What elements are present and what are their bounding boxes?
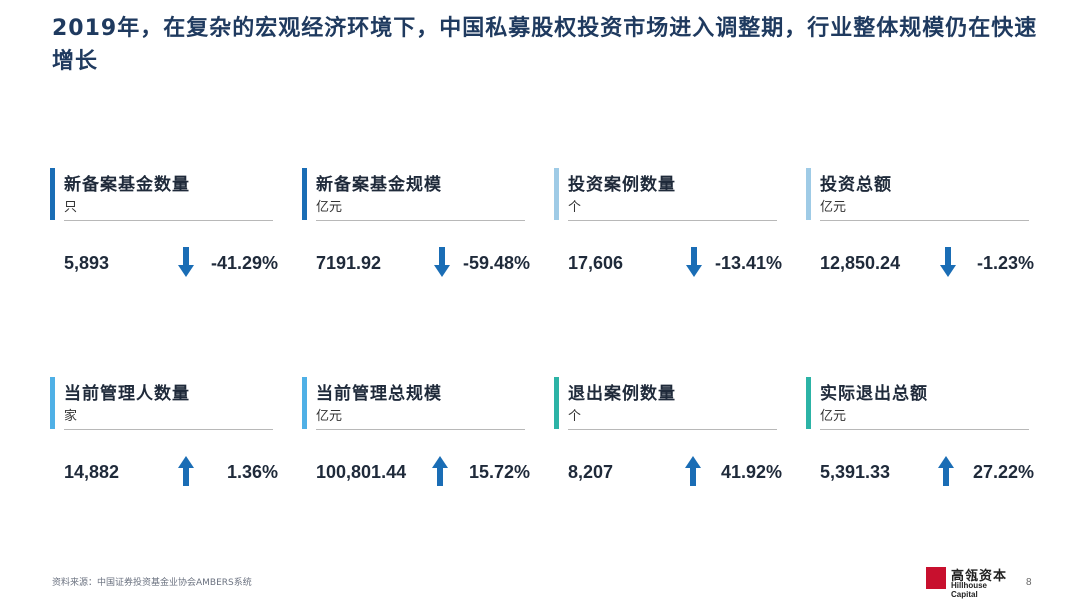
metric-divider <box>568 220 777 221</box>
metric-unit: 亿元 <box>316 200 343 215</box>
metric-value: 8,207 <box>568 462 614 482</box>
metric-label: 投资案例数量 <box>568 175 676 195</box>
metric-card: 当前管理总规模亿元 100,801.44 15.72% <box>302 377 530 487</box>
metric-card: 新备案基金数量只 5,893 -41.29% <box>50 168 278 278</box>
logo-mark-icon <box>926 567 946 589</box>
metric-divider <box>64 429 273 430</box>
metric-change: 41.92% <box>720 462 782 482</box>
metric-accent-bar <box>302 377 307 429</box>
arrow-up-icon <box>178 456 194 486</box>
metric-value: 17,606 <box>568 253 624 273</box>
metric-label: 投资总额 <box>820 175 892 195</box>
metric-change: 27.22% <box>972 462 1034 482</box>
metric-unit: 亿元 <box>820 409 847 424</box>
metric-accent-bar <box>554 168 559 220</box>
metric-label: 当前管理总规模 <box>316 384 442 404</box>
arrow-down-icon <box>940 247 956 277</box>
metric-label: 新备案基金规模 <box>316 175 442 195</box>
metric-accent-bar <box>554 377 559 429</box>
metric-change: 1.36% <box>226 462 278 482</box>
metric-unit: 亿元 <box>820 200 847 215</box>
slide-title: 2019年，在复杂的宏观经济环境下，中国私募股权投资市场进入调整期，行业整体规模… <box>52 16 1038 74</box>
metric-divider <box>568 429 777 430</box>
metric-value: 5,893 <box>64 253 110 273</box>
metric-value: 100,801.44 <box>316 462 407 482</box>
arrow-up-icon <box>432 456 448 486</box>
logo-cn-text: 高瓴资本 <box>951 569 1008 584</box>
metric-label: 当前管理人数量 <box>64 384 190 404</box>
metric-unit: 家 <box>64 409 78 424</box>
arrow-up-icon <box>938 456 954 486</box>
metric-accent-bar <box>806 168 811 220</box>
hillhouse-logo: 高瓴资本 Hillhouse Capital <box>926 565 1012 599</box>
metric-unit: 亿元 <box>316 409 343 424</box>
metric-change: -59.48% <box>462 253 530 273</box>
arrow-down-icon <box>178 247 194 277</box>
metric-value: 12,850.24 <box>820 253 901 273</box>
metric-card: 当前管理人数量家 14,882 1.36% <box>50 377 278 487</box>
metric-card: 投资总额亿元 12,850.24 -1.23% <box>806 168 1034 278</box>
metric-accent-bar <box>50 168 55 220</box>
metric-change: -13.41% <box>714 253 782 273</box>
metric-unit: 只 <box>64 200 78 215</box>
metric-accent-bar <box>806 377 811 429</box>
metric-value: 14,882 <box>64 462 120 482</box>
metric-accent-bar <box>302 168 307 220</box>
metric-label: 实际退出总额 <box>820 384 928 404</box>
metric-divider <box>64 220 273 221</box>
metric-divider <box>316 220 525 221</box>
metric-change: 15.72% <box>468 462 530 482</box>
metric-change: -1.23% <box>976 253 1034 273</box>
metric-divider <box>820 429 1029 430</box>
metric-card: 投资案例数量个 17,606 -13.41% <box>554 168 782 278</box>
metric-value: 5,391.33 <box>820 462 891 482</box>
metric-label: 新备案基金数量 <box>64 175 190 195</box>
metric-card: 退出案例数量个 8,207 41.92% <box>554 377 782 487</box>
logo-en-text: Hillhouse Capital <box>951 581 988 599</box>
metric-card: 新备案基金规模亿元 7191.92 -59.48% <box>302 168 530 278</box>
metric-value: 7191.92 <box>316 253 382 273</box>
metric-accent-bar <box>50 377 55 429</box>
metric-unit: 个 <box>568 409 582 424</box>
source-note: 资料来源：中国证券投资基金业协会AMBERS系统 <box>52 578 252 588</box>
arrow-up-icon <box>685 456 701 486</box>
arrow-down-icon <box>434 247 450 277</box>
page-number: 8 <box>1026 577 1032 588</box>
metric-change: -41.29% <box>210 253 278 273</box>
arrow-down-icon <box>686 247 702 277</box>
metric-label: 退出案例数量 <box>568 384 676 404</box>
metric-unit: 个 <box>568 200 582 215</box>
metric-card: 实际退出总额亿元 5,391.33 27.22% <box>806 377 1034 487</box>
metric-divider <box>820 220 1029 221</box>
metric-divider <box>316 429 525 430</box>
